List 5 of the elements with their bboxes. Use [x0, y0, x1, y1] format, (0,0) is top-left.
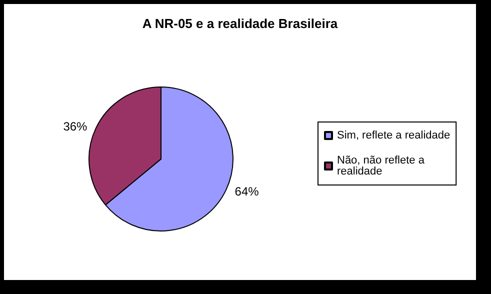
data-label: 36%: [63, 120, 88, 134]
legend-label: Sim, reflete a realidade: [337, 130, 450, 142]
chart-title: A NR-05 e a realidade Brasileira: [142, 16, 338, 31]
legend-label: Não, não reflete a realidade: [337, 154, 428, 178]
data-label: 64%: [234, 184, 260, 198]
